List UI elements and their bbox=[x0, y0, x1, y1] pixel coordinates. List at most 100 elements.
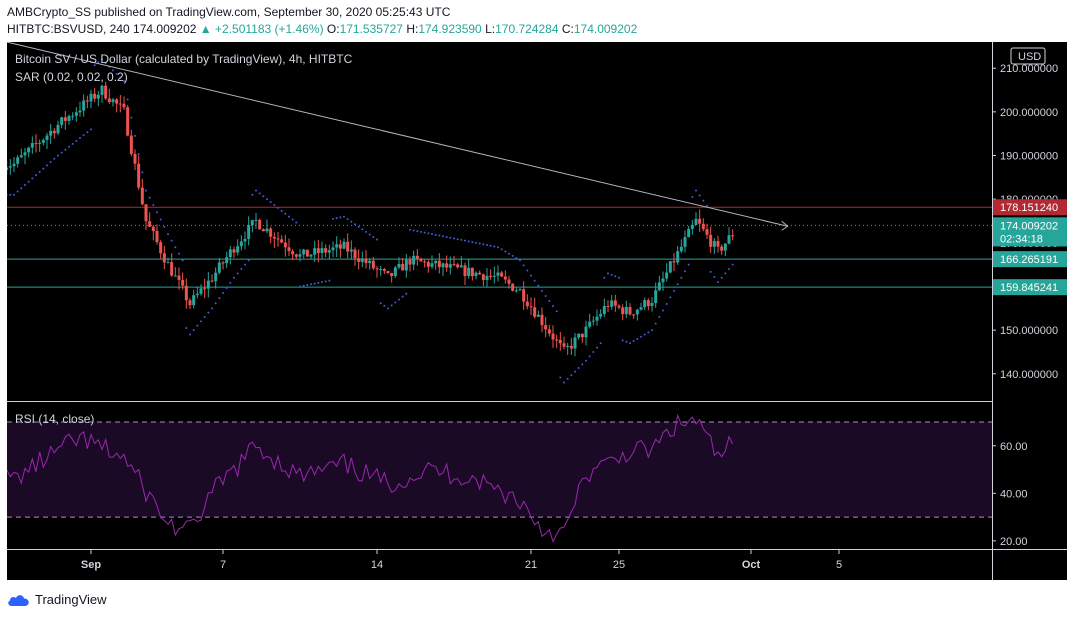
candle-body bbox=[470, 267, 474, 277]
candle-body bbox=[269, 228, 273, 237]
candle-body bbox=[313, 248, 317, 255]
sar-dot bbox=[7, 193, 8, 196]
candle bbox=[346, 233, 350, 259]
candle bbox=[63, 111, 67, 130]
candle bbox=[38, 139, 42, 152]
candle-body bbox=[232, 249, 236, 253]
candle bbox=[558, 331, 562, 351]
candle-body bbox=[195, 293, 199, 296]
sar-dots-group bbox=[7, 58, 734, 384]
candle bbox=[177, 267, 181, 290]
candle-body bbox=[74, 112, 78, 116]
candle bbox=[463, 262, 467, 286]
time-axis-label: Oct bbox=[742, 559, 761, 571]
candle bbox=[173, 267, 177, 277]
sar-dot bbox=[148, 196, 151, 199]
sar-dot bbox=[332, 217, 334, 220]
candle bbox=[320, 241, 324, 259]
sar-dot bbox=[713, 276, 716, 279]
tradingview-cloud-icon bbox=[8, 594, 29, 606]
candle-body bbox=[426, 261, 430, 267]
sar-dot bbox=[214, 302, 217, 305]
sar-dot bbox=[152, 203, 155, 206]
candle bbox=[390, 272, 394, 283]
candle-body bbox=[140, 187, 144, 205]
candle bbox=[562, 336, 566, 350]
candle-body bbox=[16, 157, 20, 164]
candle bbox=[489, 269, 493, 280]
sar-indicator-label[interactable]: SAR (0.02, 0.02, 0.2) bbox=[15, 70, 128, 84]
sar-dot bbox=[383, 304, 386, 307]
sar-dot bbox=[680, 276, 683, 279]
candle-body bbox=[247, 225, 251, 239]
tradingview-logo[interactable]: TradingView bbox=[7, 592, 107, 607]
candle bbox=[500, 270, 504, 278]
sar-dot bbox=[86, 131, 89, 134]
sar-dot bbox=[489, 244, 492, 247]
candle-body bbox=[104, 85, 108, 99]
candle bbox=[181, 272, 185, 290]
candle-body bbox=[452, 264, 456, 266]
candle bbox=[599, 309, 603, 319]
candle-body bbox=[573, 337, 577, 349]
candle-body bbox=[555, 339, 559, 341]
sar-dot bbox=[174, 246, 177, 249]
candle bbox=[126, 104, 130, 137]
candle-body bbox=[7, 167, 9, 170]
candle bbox=[170, 253, 174, 277]
sar-dot bbox=[574, 370, 576, 373]
candle bbox=[379, 265, 383, 276]
sar-dot bbox=[68, 145, 70, 148]
time-axis-label: 21 bbox=[525, 559, 537, 571]
candle-body bbox=[353, 249, 357, 259]
candle-body bbox=[386, 270, 390, 273]
candle-body bbox=[401, 263, 405, 271]
sar-dot bbox=[123, 80, 125, 83]
candle bbox=[353, 247, 357, 266]
candle bbox=[250, 219, 254, 233]
publisher-name[interactable]: AMBCrypto_SS bbox=[7, 5, 92, 19]
low-label: L: bbox=[485, 22, 496, 36]
candle-body bbox=[8, 166, 12, 168]
sar-dot bbox=[467, 240, 470, 243]
candle-body bbox=[137, 163, 141, 188]
sar-dot bbox=[233, 276, 235, 279]
candle bbox=[115, 98, 119, 113]
rsi-indicator-label[interactable]: RSI (14, close) bbox=[15, 412, 95, 426]
chart-area[interactable]: 210.000000200.000000190.000000180.000000… bbox=[7, 42, 1067, 580]
sar-dot bbox=[38, 170, 41, 173]
candle-body bbox=[327, 250, 331, 253]
sar-dot bbox=[577, 366, 580, 369]
sar-dot bbox=[431, 233, 433, 236]
sar-dot bbox=[222, 292, 224, 295]
candle-body bbox=[412, 255, 416, 265]
candle-body bbox=[382, 269, 386, 271]
close-value: 174.009202 bbox=[573, 22, 638, 36]
candle bbox=[338, 239, 342, 258]
sar-dot bbox=[295, 221, 298, 224]
candle bbox=[544, 316, 548, 338]
candle bbox=[551, 325, 555, 348]
candle-body bbox=[507, 279, 511, 284]
candle-body bbox=[261, 229, 265, 232]
candle-body bbox=[30, 143, 34, 148]
sar-dot bbox=[90, 128, 92, 131]
candle-body bbox=[41, 139, 45, 143]
candle bbox=[555, 334, 559, 349]
candle bbox=[701, 218, 705, 232]
price-label-box bbox=[993, 230, 1067, 247]
candle-body bbox=[683, 237, 687, 247]
candle bbox=[474, 271, 478, 280]
sar-dot bbox=[244, 263, 246, 266]
currency-label: USD bbox=[1018, 51, 1041, 63]
candle bbox=[709, 226, 713, 254]
sar-dot bbox=[181, 259, 184, 262]
chart-svg[interactable]: 210.000000200.000000190.000000180.000000… bbox=[7, 42, 1067, 580]
candle-body bbox=[415, 255, 419, 259]
candle-body bbox=[184, 285, 188, 301]
sar-dot bbox=[339, 216, 342, 219]
candles-group bbox=[7, 81, 735, 357]
time-axis-label: Sep bbox=[81, 559, 101, 571]
sar-dot bbox=[702, 199, 705, 202]
candle bbox=[118, 94, 122, 113]
